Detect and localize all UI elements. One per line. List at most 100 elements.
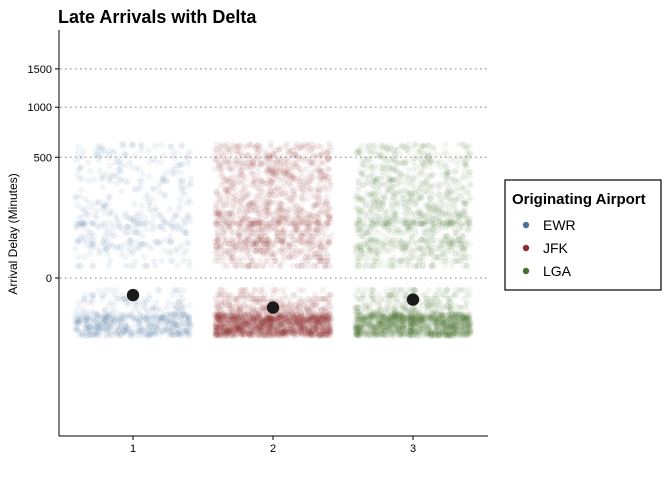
data-point xyxy=(322,331,330,339)
data-point xyxy=(146,195,153,202)
data-point xyxy=(316,173,323,180)
data-point xyxy=(110,314,117,321)
data-point xyxy=(93,245,101,252)
data-point xyxy=(286,316,293,323)
data-point xyxy=(114,319,122,327)
data-point xyxy=(237,169,244,176)
data-point xyxy=(163,219,170,226)
data-point xyxy=(225,327,232,335)
data-point xyxy=(84,322,92,329)
data-point xyxy=(272,170,280,177)
data-point xyxy=(74,319,81,326)
data-point xyxy=(275,314,282,322)
data-point xyxy=(258,328,266,335)
data-point xyxy=(237,201,244,208)
data-point xyxy=(98,291,106,299)
data-point xyxy=(85,211,92,218)
data-point xyxy=(321,262,329,270)
data-point xyxy=(266,182,273,190)
data-point xyxy=(254,233,262,240)
data-point xyxy=(314,219,322,226)
data-point xyxy=(142,220,149,228)
data-point xyxy=(94,150,101,157)
data-point xyxy=(235,233,243,240)
data-point xyxy=(259,262,266,270)
data-point xyxy=(86,233,93,240)
data-point xyxy=(101,316,108,323)
data-point xyxy=(82,236,89,243)
data-point xyxy=(74,220,81,228)
data-point xyxy=(300,197,307,204)
data-point xyxy=(86,314,93,322)
data-point xyxy=(146,291,153,299)
data-point xyxy=(222,319,230,326)
data-point xyxy=(167,143,174,150)
data-point xyxy=(262,325,269,332)
data-point xyxy=(150,186,158,193)
data-point xyxy=(229,309,236,316)
data-point xyxy=(430,171,438,178)
data-point xyxy=(142,315,150,322)
data-point xyxy=(310,226,317,233)
data-point xyxy=(106,314,113,322)
data-point xyxy=(220,325,227,332)
data-point xyxy=(268,170,276,177)
data-point xyxy=(172,304,179,311)
data-point xyxy=(122,229,130,236)
data-point xyxy=(72,320,79,327)
data-point xyxy=(327,233,335,240)
data-point xyxy=(107,331,114,338)
data-point xyxy=(275,168,283,175)
data-point xyxy=(176,291,184,299)
data-point xyxy=(158,238,165,245)
data-point xyxy=(292,220,299,228)
data-point xyxy=(313,314,321,321)
data-point xyxy=(310,309,317,316)
data-point xyxy=(327,312,335,319)
data-point xyxy=(242,319,249,326)
data-point xyxy=(272,226,279,233)
data-point xyxy=(101,306,108,314)
data-point xyxy=(149,207,156,215)
data-point xyxy=(131,316,138,324)
data-point xyxy=(322,331,330,339)
data-point xyxy=(236,304,244,311)
data-point xyxy=(229,316,236,323)
data-point xyxy=(366,262,373,270)
data-point xyxy=(98,147,105,154)
data-point xyxy=(141,240,149,247)
data-point xyxy=(138,143,145,150)
data-point xyxy=(166,206,173,213)
data-point xyxy=(129,312,136,319)
data-point xyxy=(307,245,314,252)
data-point xyxy=(306,185,314,192)
data-point xyxy=(252,319,260,326)
data-point xyxy=(146,332,153,339)
data-point xyxy=(263,236,270,243)
data-point xyxy=(244,164,251,171)
data-point xyxy=(310,321,317,328)
data-point xyxy=(187,175,195,182)
data-point xyxy=(79,311,86,318)
data-point xyxy=(286,168,293,176)
data-point xyxy=(124,223,131,230)
data-point xyxy=(164,316,171,323)
data-point xyxy=(169,317,176,325)
data-point xyxy=(171,319,179,326)
data-point xyxy=(124,223,131,230)
data-point xyxy=(271,323,278,331)
data-point xyxy=(130,262,137,270)
data-point xyxy=(315,166,322,174)
data-point xyxy=(101,236,108,243)
data-point xyxy=(99,144,106,151)
data-point xyxy=(214,156,221,164)
data-point xyxy=(290,311,298,319)
data-point xyxy=(229,329,237,336)
data-point xyxy=(183,199,191,207)
data-point xyxy=(80,220,87,228)
data-point xyxy=(266,154,274,161)
data-point xyxy=(169,291,176,299)
data-point xyxy=(220,154,227,161)
data-point xyxy=(102,286,110,294)
data-point xyxy=(93,316,101,324)
